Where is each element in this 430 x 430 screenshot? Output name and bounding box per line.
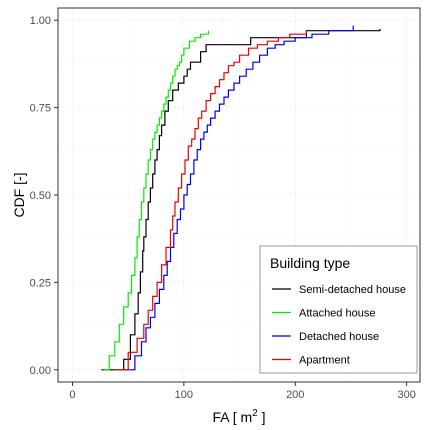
- tick-layer: 0 100 200 300 0.00 0.25 0.50 0.75 1.00: [30, 15, 416, 401]
- x-axis-title-sup: 2: [252, 408, 258, 419]
- series-line-apartment: [114, 30, 307, 371]
- legend-label-apartment: Apartment: [299, 355, 350, 367]
- legend-label-semi-detached-house: Semi-detached house: [299, 284, 406, 296]
- series-line-attached-house: [103, 30, 209, 371]
- legend-items: Semi-detached house Attached house Detache…: [272, 284, 406, 367]
- x-tick-label: 100: [175, 389, 193, 401]
- series-line-semi-detached-house: [101, 29, 381, 371]
- series-layer: [101, 25, 381, 371]
- x-tick-label: 300: [397, 389, 415, 401]
- legend-label-attached-house: Attached house: [299, 308, 375, 320]
- legend-title: Building type: [270, 255, 350, 271]
- legend: Building type Semi-detached house Attache…: [259, 245, 418, 374]
- x-axis-title-base: FA [ m: [212, 409, 252, 425]
- x-axis-title: FA [ m2 ]: [212, 408, 265, 425]
- y-tick-label: 0.00: [30, 365, 51, 377]
- y-axis-title: CDF [-]: [11, 172, 27, 217]
- x-tick-label: 0: [69, 389, 75, 401]
- series-line-detached-house: [124, 25, 354, 371]
- y-tick-label: 0.75: [30, 103, 51, 115]
- x-axis-title-end: ]: [258, 409, 266, 425]
- x-tick-label: 200: [286, 389, 304, 401]
- y-tick-label: 0.25: [30, 277, 51, 289]
- y-tick-label: 1.00: [30, 15, 51, 27]
- legend-box: [259, 245, 418, 374]
- y-tick-label: 0.50: [30, 190, 51, 202]
- legend-label-detached-house: Detached house: [299, 331, 379, 343]
